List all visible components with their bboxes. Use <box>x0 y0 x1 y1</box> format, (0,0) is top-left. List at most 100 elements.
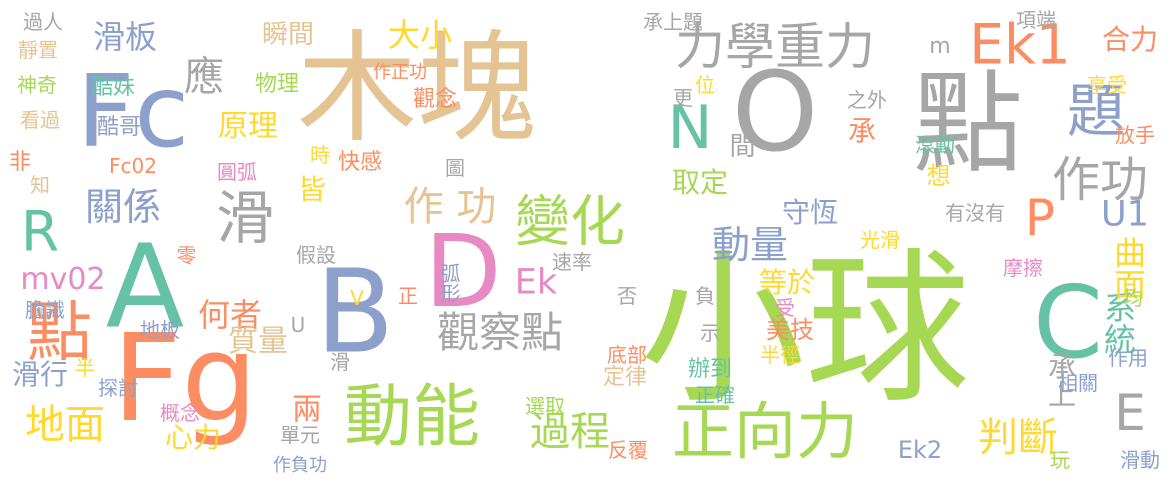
cloud-word: 看過 <box>20 108 60 132</box>
cloud-word: 承 <box>844 116 877 144</box>
cloud-word: 變化 <box>514 189 626 254</box>
cloud-word: m <box>929 34 951 59</box>
cloud-word: 守恆 <box>781 196 839 229</box>
cloud-word: 之外 <box>847 88 887 112</box>
cloud-word: Fc <box>76 53 190 170</box>
cloud-word: 圓弧 <box>217 160 257 184</box>
cloud-word: U <box>290 313 306 337</box>
cloud-word: 靜置 <box>18 38 58 62</box>
cloud-word: P <box>1024 189 1056 247</box>
cloud-word: mv02 <box>20 262 106 297</box>
cloud-word: 項端 <box>1016 8 1056 32</box>
cloud-word: 正 <box>398 284 418 308</box>
cloud-word: 位 <box>695 73 715 97</box>
cloud-word: 觀念 <box>412 87 458 112</box>
cloud-word: 滑板 <box>92 18 158 56</box>
cloud-word: 反覆 <box>608 438 648 462</box>
cloud-word: 瞬間 <box>261 20 315 50</box>
cloud-word: 承上 <box>1044 352 1077 408</box>
cloud-word: 快感 <box>337 150 383 175</box>
cloud-word: 享受 <box>1087 73 1127 97</box>
cloud-word: 選取 <box>525 394 565 418</box>
cloud-word: 正向力 <box>671 395 859 468</box>
cloud-word: 關係 <box>84 185 162 229</box>
cloud-word: Ek1 <box>969 12 1071 77</box>
cloud-word: 神奇 <box>17 73 57 97</box>
cloud-word: 酷妹 <box>90 75 136 100</box>
cloud-word: 辦到 <box>687 357 733 382</box>
cloud-word: Ek2 <box>897 436 943 464</box>
cloud-word: 底部 <box>607 343 647 367</box>
cloud-word: 酷哥 <box>96 115 142 140</box>
cloud-word: 均 <box>1123 286 1143 310</box>
cloud-word: A <box>105 220 185 355</box>
cloud-word: 單元 <box>280 423 320 447</box>
cloud-word: 摩擦 <box>1003 256 1043 280</box>
cloud-word: 美技 <box>766 316 814 344</box>
cloud-word: 系統 <box>1099 291 1137 355</box>
cloud-word: B <box>315 245 395 380</box>
cloud-word: Fc02 <box>109 154 157 178</box>
cloud-word: C <box>1033 264 1103 381</box>
cloud-word: 零 <box>173 245 197 265</box>
cloud-word: 定律 <box>602 365 648 390</box>
cloud-word: 膽識 <box>25 298 65 322</box>
cloud-word: 地面 <box>25 402 105 448</box>
cloud-word: 間 <box>725 132 755 158</box>
cloud-word: 相關 <box>1058 371 1098 395</box>
cloud-word: 兩 <box>286 393 321 423</box>
cloud-word: 點 <box>15 297 91 363</box>
cloud-word: 皆 <box>297 173 327 206</box>
cloud-word: 概念 <box>160 401 200 425</box>
cloud-word: 玩 <box>1050 448 1070 472</box>
cloud-word: 物理 <box>254 72 300 97</box>
cloud-word: V <box>350 286 364 310</box>
cloud-word: 過人 <box>23 10 63 34</box>
cloud-word: 小球 <box>640 233 970 426</box>
cloud-word: Fg <box>112 310 258 449</box>
cloud-word: 木塊 <box>297 20 537 159</box>
cloud-word: 滑動 <box>1120 448 1160 472</box>
cloud-word: 光滑 <box>860 228 900 252</box>
cloud-word: 何者 <box>197 296 263 334</box>
cloud-word: 作 功 <box>403 184 497 230</box>
cloud-word: 曲面 <box>1109 236 1147 300</box>
cloud-word: 探討 <box>98 376 138 400</box>
cloud-word: 半 <box>75 356 95 380</box>
cloud-word: 動能 <box>343 378 481 457</box>
cloud-word: 正確 <box>695 383 735 407</box>
cloud-word: 大小 <box>387 16 453 54</box>
cloud-word: 滾動 <box>915 133 955 157</box>
cloud-word: 取定 <box>671 166 729 199</box>
cloud-word: 動量 <box>711 223 789 267</box>
cloud-word: Ek <box>514 262 558 303</box>
cloud-word: 假設 <box>296 243 336 267</box>
cloud-word: 受 <box>775 296 795 320</box>
cloud-word: 點 <box>913 60 1023 188</box>
cloud-word: 知 <box>30 173 50 197</box>
cloud-word: U1 <box>1101 194 1149 235</box>
cloud-word: 滑 <box>215 184 275 252</box>
cloud-word: N <box>667 93 713 163</box>
cloud-word: 應 <box>177 55 223 95</box>
cloud-word: 力學重力 <box>675 18 875 76</box>
cloud-word: 半徑 <box>760 343 800 367</box>
cloud-word: 否 <box>617 284 637 308</box>
cloud-word: 弧形 <box>437 263 461 303</box>
cloud-word: D <box>424 213 502 330</box>
cloud-word: 心力 <box>164 421 222 454</box>
cloud-word: 題 <box>1066 77 1126 145</box>
cloud-word: 作功 <box>1051 152 1149 208</box>
cloud-word: 更 <box>673 86 693 110</box>
cloud-word: 時 <box>310 143 330 167</box>
cloud-word: 有沒有 <box>945 201 1005 225</box>
cloud-word: 質量 <box>228 324 288 359</box>
cloud-word: 作負功 <box>273 455 327 476</box>
cloud-word: 地板 <box>140 318 180 342</box>
cloud-word: R <box>20 199 60 264</box>
cloud-word: E <box>1114 384 1146 442</box>
cloud-word: 觀察點 <box>436 308 564 357</box>
cloud-word: 非 <box>8 150 32 175</box>
cloud-word: 過程 <box>530 409 610 455</box>
